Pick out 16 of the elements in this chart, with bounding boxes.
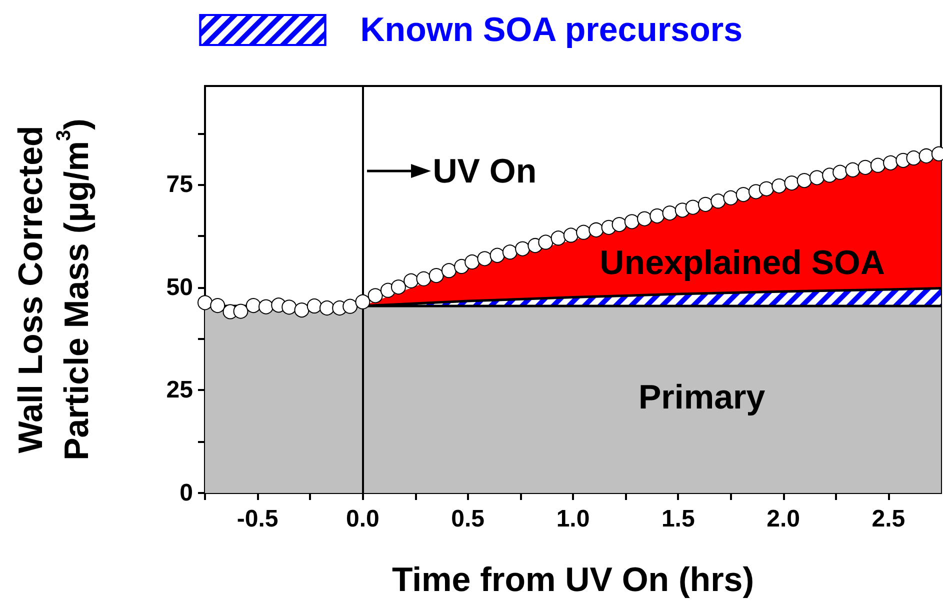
- series-label: Primary: [638, 378, 766, 416]
- x-tick-label: 1.5: [661, 506, 695, 532]
- x-tick-label: 0.5: [451, 506, 485, 532]
- series-label: Unexplained SOA: [600, 244, 885, 282]
- legend-label: Known SOA precursors: [360, 11, 743, 49]
- x-tick-label: 2.5: [872, 506, 906, 532]
- x-axis-title: Time from UV On (hrs): [392, 561, 754, 599]
- x-tick-label: 1.0: [556, 506, 590, 532]
- x-tick-label: 0.0: [346, 506, 380, 532]
- y-tick-label: 50: [166, 274, 193, 301]
- x-tick-label: 2.0: [766, 506, 800, 532]
- x-tick-label: -0.5: [236, 506, 278, 532]
- y-tick-label: 75: [166, 171, 193, 198]
- y-tick-label: 0: [180, 480, 193, 506]
- y-tick-label: 25: [166, 376, 193, 404]
- ref-line-label: UV On: [432, 152, 537, 190]
